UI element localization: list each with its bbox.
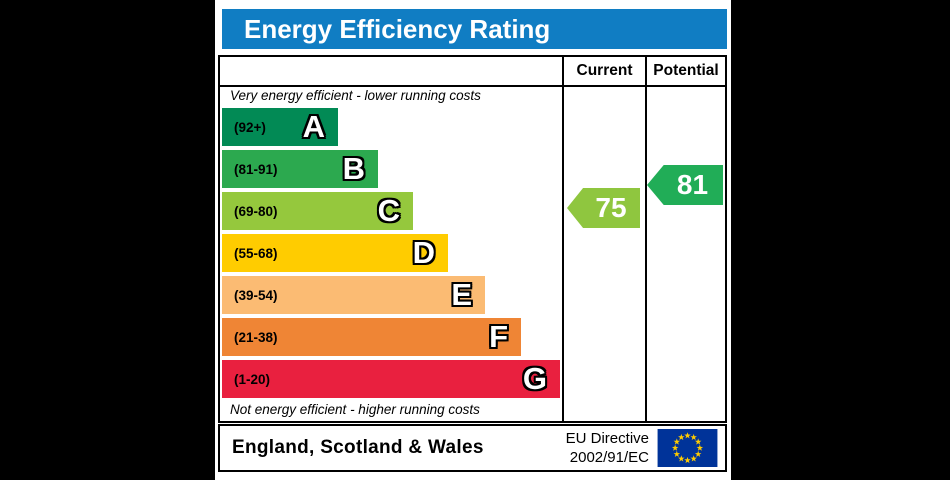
eu-directive-line1: EU Directive bbox=[565, 430, 649, 447]
rating-table: Current Potential Very energy efficient … bbox=[218, 55, 727, 423]
band-row-g: (1-20) G bbox=[222, 360, 560, 398]
band-letter: E bbox=[451, 277, 472, 312]
eu-directive-line2: 2002/91/EC bbox=[569, 449, 649, 466]
band-range-label: (39-54) bbox=[234, 287, 278, 303]
band-row-d: (55-68) D bbox=[222, 234, 448, 272]
band-range-label: (1-20) bbox=[234, 371, 271, 387]
header-divider bbox=[220, 85, 725, 87]
page-title: Energy Efficiency Rating bbox=[244, 13, 551, 44]
current-rating-value: 75 bbox=[595, 192, 627, 223]
band-row-b: (81-91) B bbox=[222, 150, 378, 188]
current-rating-arrow: 75 bbox=[567, 188, 640, 228]
band-range-label: (92+) bbox=[234, 119, 266, 135]
band-row-f: (21-38) F bbox=[222, 318, 521, 356]
band-range-label: (21-38) bbox=[234, 329, 278, 345]
epc-panel: Energy Efficiency Rating Current Potenti… bbox=[215, 0, 731, 480]
caption-inefficient: Not energy efficient - higher running co… bbox=[230, 402, 480, 417]
current-column-header: Current bbox=[576, 62, 633, 79]
band-letter: A bbox=[302, 109, 325, 144]
potential-rating-arrow: 81 bbox=[647, 165, 723, 205]
title-bar: Energy Efficiency Rating bbox=[222, 9, 727, 49]
band-row-a: (92+) A bbox=[222, 108, 338, 146]
eu-flag-icon bbox=[657, 429, 718, 467]
footer-bar: England, Scotland & Wales EU Directive 2… bbox=[218, 424, 727, 472]
band-range-label: (69-80) bbox=[234, 203, 278, 219]
divider-potential-column bbox=[645, 57, 647, 421]
band-letter: C bbox=[377, 193, 400, 228]
eu-directive-label: EU Directive 2002/91/EC bbox=[566, 429, 649, 467]
band-letter: D bbox=[412, 235, 435, 270]
band-letter: B bbox=[342, 151, 365, 186]
band-letter: G bbox=[522, 361, 547, 396]
band-row-c: (69-80) C bbox=[222, 192, 413, 230]
potential-rating-value: 81 bbox=[676, 169, 709, 200]
divider-current-column bbox=[562, 57, 564, 421]
caption-efficient: Very energy efficient - lower running co… bbox=[230, 88, 481, 103]
band-range-label: (55-68) bbox=[234, 245, 278, 261]
potential-column-header: Potential bbox=[653, 62, 719, 79]
band-range-label: (81-91) bbox=[234, 161, 278, 177]
band-letter: F bbox=[489, 319, 508, 354]
band-row-e: (39-54) E bbox=[222, 276, 485, 314]
region-label: England, Scotland & Wales bbox=[232, 437, 484, 458]
